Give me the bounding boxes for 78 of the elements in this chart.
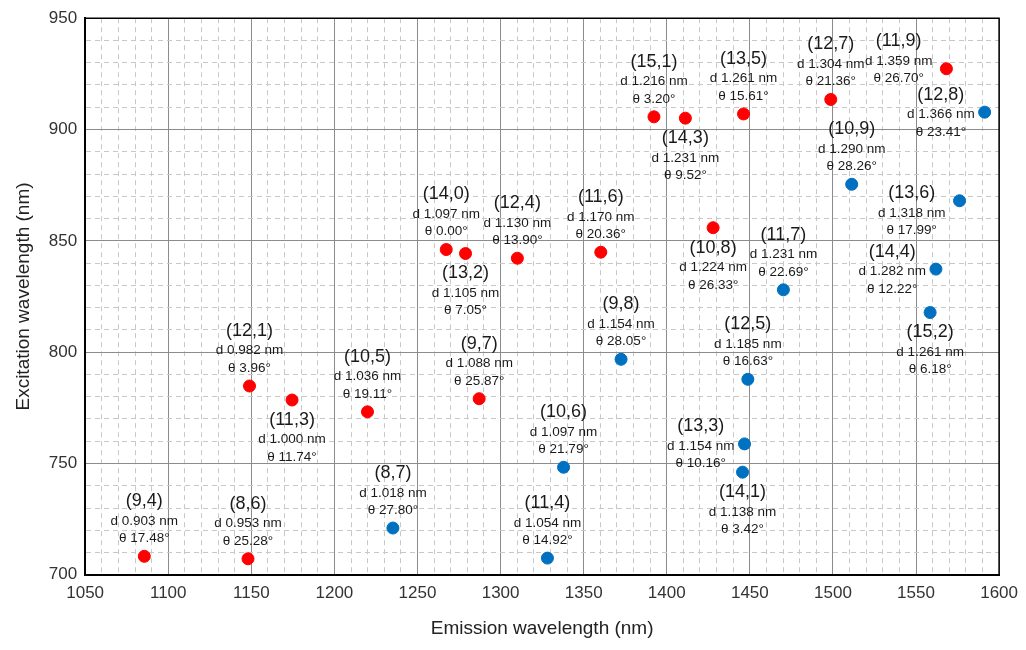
annotation: (11,6) d 1.170 nm θ 20.36° bbox=[567, 186, 635, 242]
annotation: (12,5) d 1.185 nm θ 16.63° bbox=[714, 313, 782, 369]
point bbox=[459, 247, 473, 261]
point bbox=[241, 552, 255, 566]
point bbox=[678, 111, 692, 125]
x-tick-label: 1300 bbox=[481, 582, 520, 602]
point bbox=[386, 521, 400, 535]
point bbox=[978, 105, 992, 119]
point bbox=[929, 262, 943, 276]
point bbox=[439, 243, 453, 257]
annotation: (13,3) d 1.154 nm θ 10.16° bbox=[666, 415, 735, 471]
x-tick-label: 1400 bbox=[647, 582, 686, 602]
point bbox=[137, 549, 151, 563]
annotation: (15,2) d 1.261 nm θ 6.18° bbox=[896, 321, 964, 377]
annotation: (11,7) d 1.231 nm θ 22.69° bbox=[749, 223, 818, 279]
annotation: (13,5) d 1.261 nm θ 15.61° bbox=[709, 47, 778, 103]
x-axis-title: Emission wavelength (nm) bbox=[430, 616, 654, 638]
point bbox=[647, 110, 661, 124]
annotation: (10,6) d 1.097 nm θ 21.79° bbox=[529, 401, 598, 457]
annotation: (14,3) d 1.231 nm θ 9.52° bbox=[651, 127, 720, 183]
x-tick-label: 1500 bbox=[814, 582, 852, 602]
point bbox=[614, 352, 628, 366]
annotation: (11,3) d 1.000 nm θ 11.74° bbox=[258, 409, 326, 464]
x-tick-label: 1350 bbox=[564, 582, 603, 602]
annotation: (15,1) d 1.216 nm θ 3.20° bbox=[620, 50, 688, 106]
y-tick-label: 800 bbox=[48, 341, 78, 361]
annotation: (11,4) d 1.054 nm θ 14.92° bbox=[513, 492, 582, 548]
x-tick-label: 1450 bbox=[730, 582, 769, 602]
annotation: (12,8) d 1.366 nm θ 23.41° bbox=[907, 83, 975, 139]
annotation: (12,4) d 1.130 nm θ 13.90° bbox=[483, 192, 552, 248]
point bbox=[510, 251, 524, 265]
point bbox=[939, 62, 953, 76]
annotation: (14,0) d 1.097 nm θ 0.00° bbox=[412, 183, 481, 239]
point bbox=[736, 465, 750, 479]
point bbox=[741, 372, 755, 386]
point bbox=[776, 283, 790, 297]
annotation: (9,7) d 1.088 nm θ 25.87° bbox=[445, 332, 513, 388]
point bbox=[285, 393, 299, 407]
point bbox=[706, 221, 720, 235]
y-tick-label: 750 bbox=[48, 453, 78, 473]
point bbox=[594, 245, 608, 259]
point bbox=[737, 107, 751, 121]
x-tick-label: 1200 bbox=[315, 582, 354, 602]
annotation: (14,4) d 1.282 nm θ 12.22° bbox=[858, 240, 926, 296]
x-tick-label: 1050 bbox=[66, 582, 105, 602]
annotation: (10,9) d 1.290 nm θ 28.26° bbox=[817, 118, 886, 174]
x-tick-label: 1600 bbox=[980, 582, 1018, 602]
point bbox=[540, 551, 554, 565]
y-tick-label: 900 bbox=[48, 119, 78, 139]
point bbox=[738, 437, 752, 451]
point bbox=[845, 177, 859, 191]
point bbox=[953, 194, 967, 208]
x-tick-label: 1150 bbox=[233, 582, 270, 602]
point bbox=[243, 379, 256, 393]
x-tick-label: 1550 bbox=[897, 582, 935, 602]
y-tick-label: 950 bbox=[48, 7, 78, 27]
annotation: (14,1) d 1.138 nm θ 3.42° bbox=[708, 481, 777, 537]
annotation: (12,1) d 0.982 nm θ 3.96° bbox=[215, 319, 284, 375]
y-tick-label: 700 bbox=[48, 564, 78, 584]
annotation: (13,2) d 1.105 nm θ 7.05° bbox=[431, 262, 500, 318]
point bbox=[923, 306, 937, 320]
annotation: (9,8) d 1.154 nm θ 28.05° bbox=[587, 293, 655, 349]
point bbox=[557, 460, 571, 474]
annotation: (8,7) d 1.018 nm θ 27.80° bbox=[359, 462, 427, 518]
point bbox=[824, 92, 838, 106]
point bbox=[360, 405, 374, 419]
annotation: (13,6) d 1.318 nm θ 17.99° bbox=[878, 182, 946, 238]
annotation: (11,9) d 1.359 nm θ 26.70° bbox=[864, 30, 933, 86]
annotation: (12,7) d 1.304 nm θ 21.36° bbox=[796, 33, 865, 89]
annotation: (10,5) d 1.036 nm θ 19.11° bbox=[333, 345, 402, 401]
point bbox=[472, 392, 486, 406]
y-tick-label: 850 bbox=[48, 230, 78, 250]
y-axis-title: Excitation wavelength (nm) bbox=[11, 182, 33, 411]
x-tick-label: 1100 bbox=[149, 582, 187, 602]
annotation: (8,6) d 0.953 nm θ 25.28° bbox=[214, 492, 282, 548]
x-tick-label: 1250 bbox=[398, 582, 437, 602]
annotation: (9,4) d 0.903 nm θ 17.48° bbox=[110, 490, 179, 546]
annotation: (10,8) d 1.224 nm θ 26.33° bbox=[679, 236, 747, 292]
